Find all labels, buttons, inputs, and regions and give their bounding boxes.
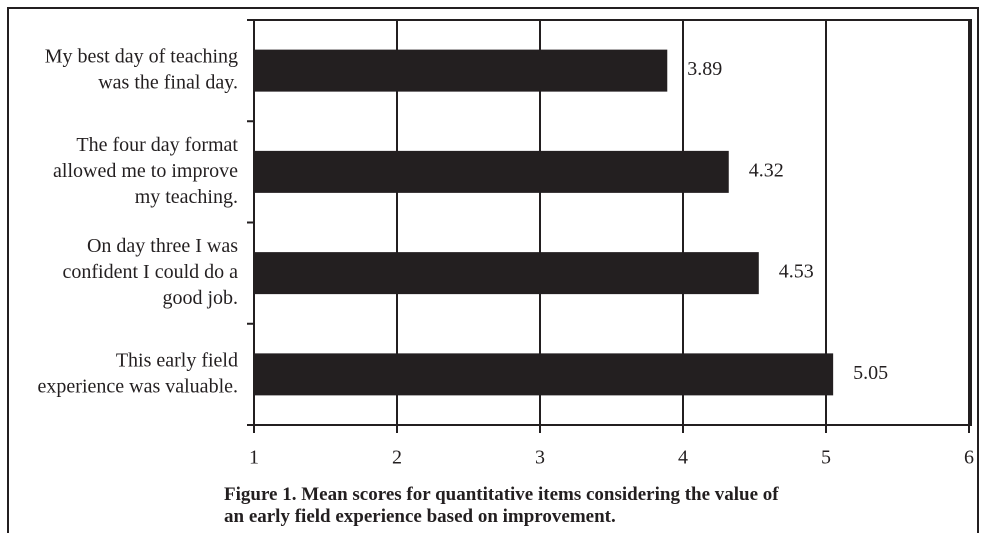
bar [254,49,668,92]
bar [254,252,759,295]
x-tick-label: 3 [535,447,545,469]
category-label: This early field experience was valuable. [38,349,238,397]
bar [254,353,834,396]
x-tick-label: 6 [964,447,974,469]
value-label: 4.32 [749,159,784,181]
category-label: The four day format allowed me to improve… [53,133,238,207]
x-tick-label: 1 [249,447,259,469]
bar [254,150,729,193]
value-label: 5.05 [853,362,888,384]
category-label: On day three I was confident I could do a… [63,235,239,309]
chart-title: Figure 1. Mean scores for quantitative i… [224,484,779,527]
frame [7,7,979,533]
value-label: 3.89 [687,58,722,80]
x-tick-label: 4 [678,447,688,469]
category-label: My best day of teaching was the final day… [45,45,238,93]
x-tick-label: 2 [392,447,402,469]
value-label: 4.53 [779,261,814,283]
x-tick-label: 5 [821,447,831,469]
